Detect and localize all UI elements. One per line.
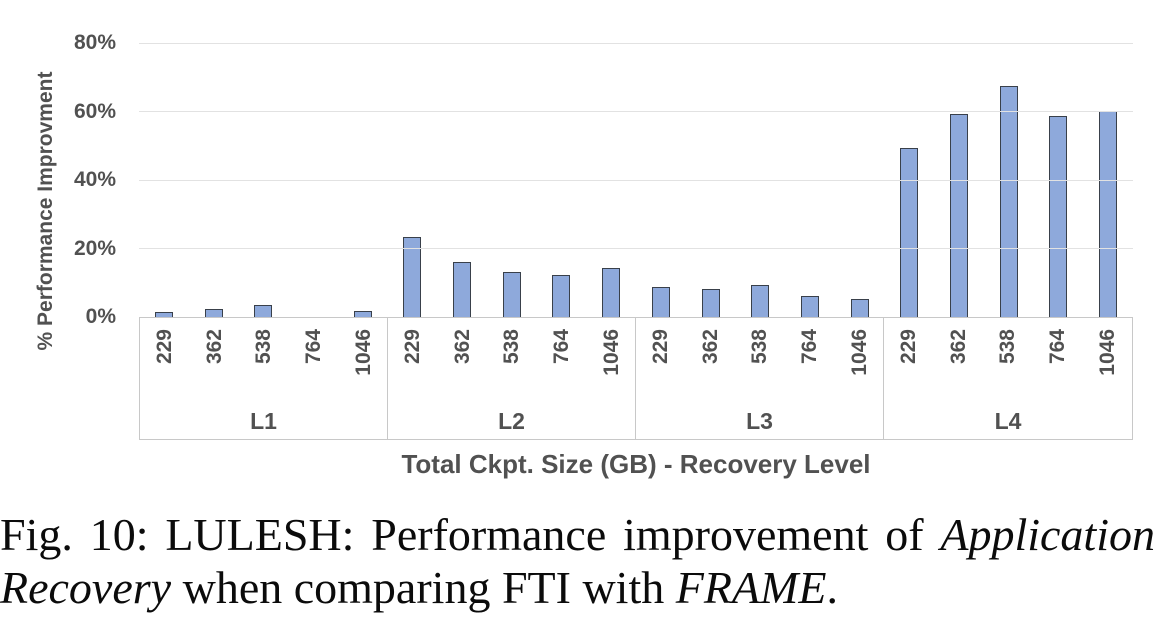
gridline bbox=[139, 42, 1133, 44]
bar-L4-538 bbox=[999, 86, 1018, 317]
bar-L3-538 bbox=[751, 285, 770, 317]
bar-L2-229 bbox=[403, 236, 422, 317]
bar-L4-362 bbox=[950, 113, 969, 317]
category-group-L1: 229 362 538 764 1046 L1 bbox=[140, 318, 388, 439]
category-label: 362 bbox=[450, 329, 474, 365]
bar-L2-362 bbox=[453, 261, 472, 317]
category-label: 538 bbox=[748, 329, 772, 365]
y-tick-label: 80% bbox=[73, 31, 116, 54]
y-tick-label: 40% bbox=[73, 168, 116, 191]
category-label: 1046 bbox=[599, 329, 623, 376]
bar-L3-764 bbox=[800, 296, 819, 317]
category-label: 764 bbox=[797, 329, 821, 365]
bar-L4-229 bbox=[900, 147, 919, 317]
category-label: 764 bbox=[549, 329, 573, 365]
category-label: 538 bbox=[252, 329, 276, 365]
category-label: 229 bbox=[648, 329, 672, 365]
bar-L4-764 bbox=[1049, 115, 1068, 317]
category-label: 229 bbox=[896, 329, 920, 365]
y-axis-title: % Performance Improvment bbox=[34, 71, 57, 351]
caption-segment: FRAME bbox=[675, 562, 827, 613]
gridline bbox=[139, 179, 1133, 181]
bar-chart: % Performance Improvment 229 362 538 764 104… bbox=[34, 31, 1133, 479]
bar-L1-1046 bbox=[353, 310, 372, 317]
bar-L3-229 bbox=[651, 286, 670, 317]
caption-line-2: Recovery when comparing FTI with FRAME. bbox=[0, 561, 1155, 614]
bar-L1-229 bbox=[154, 311, 173, 317]
bar-L1-362 bbox=[204, 308, 223, 317]
category-group-L2: 229 362 538 764 1046 L2 bbox=[388, 318, 636, 439]
y-tick-label: 60% bbox=[73, 99, 116, 123]
plot-area bbox=[139, 43, 1133, 317]
category-axis-band: 229 362 538 764 1046 L1 229 362 538 764 1046 L2 229 3… bbox=[139, 317, 1133, 440]
category-label: 229 bbox=[152, 329, 176, 365]
bar-L1-538 bbox=[254, 305, 273, 317]
category-group-L4: 229 362 538 764 1046 L4 bbox=[884, 318, 1132, 439]
category-label: 362 bbox=[202, 329, 226, 365]
bar-L3-1046 bbox=[850, 298, 869, 317]
group-label: L4 bbox=[994, 408, 1022, 434]
category-label: 538 bbox=[500, 329, 524, 365]
category-label: 538 bbox=[996, 329, 1020, 365]
caption-segment: Fig. 10: LULESH: Performance improvement… bbox=[0, 509, 941, 560]
caption-segment: . bbox=[826, 562, 838, 613]
category-label: 764 bbox=[301, 329, 325, 365]
y-tick-label: 0% bbox=[85, 305, 116, 328]
bar-L2-1046 bbox=[602, 268, 621, 317]
category-label: 1046 bbox=[847, 329, 871, 376]
category-label: 362 bbox=[946, 329, 970, 365]
figure-caption: Fig. 10: LULESH: Performance improvement… bbox=[0, 508, 1155, 614]
category-label: 1046 bbox=[1095, 329, 1119, 376]
caption-segment: when comparing FTI with bbox=[171, 562, 676, 613]
gridline bbox=[139, 248, 1133, 249]
category-label: 764 bbox=[1045, 329, 1069, 365]
y-tick-label: 20% bbox=[73, 236, 116, 260]
caption-segment: Application bbox=[940, 509, 1155, 560]
category-group-L3: 229 362 538 764 1046 L3 bbox=[636, 318, 884, 439]
group-label: L1 bbox=[250, 408, 277, 434]
group-label: L3 bbox=[746, 408, 773, 434]
category-label: 362 bbox=[698, 329, 722, 365]
category-label: 1046 bbox=[351, 329, 375, 376]
x-axis-title: Total Ckpt. Size (GB) - Recovery Level bbox=[401, 449, 871, 479]
bar-L2-764 bbox=[552, 275, 571, 317]
caption-line-1: Fig. 10: LULESH: Performance improvement… bbox=[0, 508, 1155, 561]
bar-L4-1046 bbox=[1099, 111, 1118, 317]
bar-L3-362 bbox=[701, 288, 720, 317]
bar-L2-538 bbox=[502, 271, 521, 317]
gridline bbox=[139, 111, 1133, 112]
category-label: 229 bbox=[400, 329, 424, 365]
caption-segment: Recovery bbox=[0, 562, 172, 613]
group-label: L2 bbox=[498, 408, 525, 434]
